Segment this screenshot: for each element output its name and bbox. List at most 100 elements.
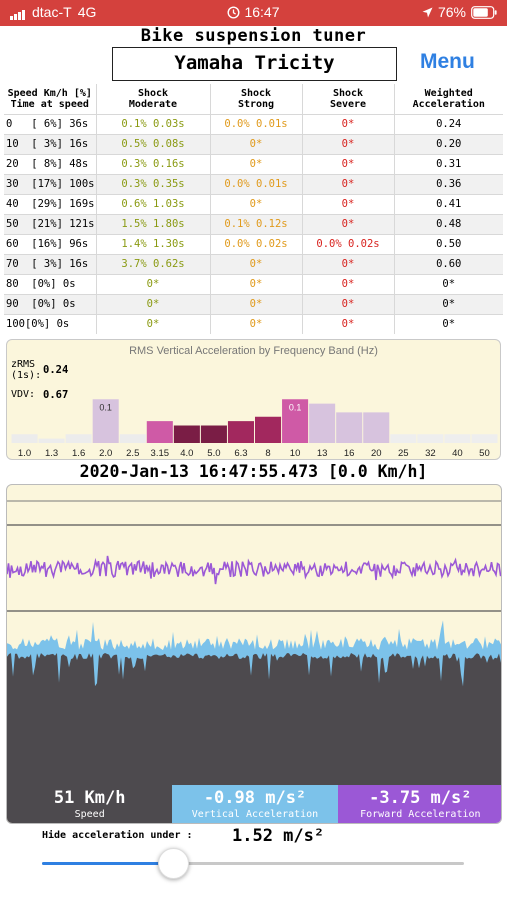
table-header-row: Speed Km/h [%] Time at speed Shock Moderat…: [4, 84, 503, 114]
menu-button[interactable]: Menu: [420, 50, 475, 73]
table-row: 90 [0%] 0s 0* 0* 0* 0*: [4, 293, 503, 314]
cell-strong: 0*: [209, 193, 302, 214]
cell-speed: 40 [29%] 169s: [4, 193, 96, 214]
rms-tick-label: 3.15: [151, 448, 170, 459]
rms-bar-13: [309, 403, 336, 443]
acceleration-waveform-panel[interactable]: 51 Km/h Speed -0.98 m/s² Vertical Accele…: [6, 484, 502, 824]
rms-tick-label: 6.3: [234, 448, 247, 459]
cell-severe: 0*: [301, 133, 394, 154]
status-right: 76%: [422, 4, 497, 20]
status-bar: dtac-T 4G 16:47 76%: [0, 0, 507, 26]
rms-bar-value-label: 0.1: [99, 402, 112, 412]
slider-thumb[interactable]: [157, 848, 189, 879]
header-moderate: Shock Moderate: [95, 84, 210, 114]
rms-bar-20: [363, 412, 390, 443]
table-row: 80 [0%] 0s 0* 0* 0* 0*: [4, 273, 503, 294]
vertical-acceleration-readout: -0.98 m/s² Vertical Acceleration: [172, 785, 338, 823]
rms-bar-2.5: [119, 434, 146, 443]
cell-weighted: 0.41: [393, 193, 503, 214]
rms-tick-label: 16: [344, 448, 355, 459]
cell-moderate: 1.5% 1.80s: [95, 213, 210, 234]
cell-weighted: 0.48: [393, 213, 503, 234]
speed-shock-table: Speed Km/h [%] Time at speed Shock Moderat…: [4, 84, 503, 334]
hide-acceleration-label: Hide acceleration under :: [42, 830, 193, 841]
cell-speed: 20 [ 8%] 48s: [4, 153, 96, 174]
header-severe: Shock Severe: [301, 84, 394, 114]
network-type: 4G: [77, 4, 97, 20]
cell-severe: 0*: [301, 193, 394, 214]
alarm-clock-icon: [227, 5, 240, 19]
cell-speed: 60 [16%] 96s: [4, 233, 96, 254]
cell-speed: 10 [ 3%] 16s: [4, 133, 96, 154]
cell-strong: 0.0% 0.02s: [209, 233, 302, 254]
header-strong: Shock Strong: [209, 84, 302, 114]
signal-icon: [10, 4, 26, 20]
rms-tick-label: 1.6: [72, 448, 85, 459]
clock-time: 16:47: [244, 4, 280, 20]
rms-bar-40: [444, 434, 471, 443]
cell-strong: 0*: [209, 133, 302, 154]
forward-acceleration-readout: -3.75 m/s² Forward Acceleration: [337, 785, 501, 823]
cell-strong: 0*: [209, 313, 302, 334]
cell-moderate: 0*: [95, 313, 210, 334]
rms-chart-title: RMS Vertical Acceleration by Frequency B…: [129, 345, 378, 357]
cell-severe: 0*: [301, 113, 394, 134]
rms-tick-label: 40: [452, 448, 463, 459]
cell-strong: 0*: [209, 273, 302, 294]
table-row: 40 [29%] 169s 0.6% 1.03s 0* 0* 0.41: [4, 193, 503, 214]
rms-bar-3.15: [146, 421, 173, 443]
rms-tick-label: 20: [371, 448, 382, 459]
hide-acceleration-value: 1.52 m/s²: [232, 826, 325, 846]
cell-weighted: 0.50: [393, 233, 503, 254]
live-readouts: 51 Km/h Speed -0.98 m/s² Vertical Accele…: [7, 785, 501, 823]
cell-weighted: 0*: [393, 293, 503, 314]
table-row: 0 [ 6%] 36s 0.1% 0.03s 0.0% 0.01s 0* 0.24: [4, 113, 503, 134]
rms-tick-label: 25: [398, 448, 409, 459]
rms-bar-16: [336, 412, 363, 443]
cell-strong: 0.0% 0.01s: [209, 173, 302, 194]
rms-bar-32: [417, 434, 444, 443]
rms-bar-2.0: [92, 399, 119, 443]
cell-weighted: 0*: [393, 313, 503, 334]
speed-label: Speed: [74, 809, 105, 820]
rms-bar-8: [255, 416, 282, 443]
battery-icon: [471, 5, 497, 19]
table-row: 10 [ 3%] 16s 0.5% 0.08s 0* 0* 0.20: [4, 133, 503, 154]
table-row: 20 [ 8%] 48s 0.3% 0.16s 0* 0* 0.31: [4, 153, 503, 174]
cell-weighted: 0.36: [393, 173, 503, 194]
forward-acceleration-trace: [7, 555, 501, 585]
cell-weighted: 0.24: [393, 113, 503, 134]
cell-severe: 0*: [301, 153, 394, 174]
status-center: 16:47: [0, 4, 507, 20]
cell-strong: 0*: [209, 253, 302, 274]
rms-bar-1.0: [11, 434, 38, 443]
cell-weighted: 0.60: [393, 253, 503, 274]
cell-moderate: 0*: [95, 273, 210, 294]
zrms-label: zRMS (1s):: [11, 359, 42, 381]
rms-bar-6.3: [227, 421, 254, 443]
slider-fill: [42, 862, 173, 865]
speed-value: 51 Km/h: [53, 788, 126, 808]
cell-speed: 100[0%] 0s: [4, 313, 96, 334]
cell-strong: 0.0% 0.01s: [209, 113, 302, 134]
cell-speed: 70 [ 3%] 16s: [4, 253, 96, 274]
vdv-label: VDV:: [11, 389, 36, 400]
rms-bar-value-label: 0.1: [289, 402, 302, 412]
battery-percent: 76%: [437, 4, 466, 20]
cell-severe: 0.0% 0.02s: [301, 233, 394, 254]
rms-tick-label: 2.5: [126, 448, 139, 459]
cell-severe: 0*: [301, 213, 394, 234]
vertical-acceleration-label: Vertical Acceleration: [191, 809, 319, 820]
cell-moderate: 0.1% 0.03s: [95, 113, 210, 134]
rms-tick-label: 13: [317, 448, 328, 459]
hide-acceleration-slider[interactable]: [42, 848, 464, 879]
cell-severe: 0*: [301, 293, 394, 314]
rms-tick-label: 4.0: [180, 448, 193, 459]
cell-moderate: 0.3% 0.35s: [95, 173, 210, 194]
vertical-acceleration-value: -0.98 m/s²: [203, 788, 307, 808]
location-arrow-icon: [422, 7, 433, 17]
cell-weighted: 0*: [393, 273, 503, 294]
vdv-value: 0.67: [43, 389, 69, 401]
model-name[interactable]: Yamaha Tricity: [112, 47, 397, 81]
zrms-value: 0.24: [43, 364, 69, 376]
